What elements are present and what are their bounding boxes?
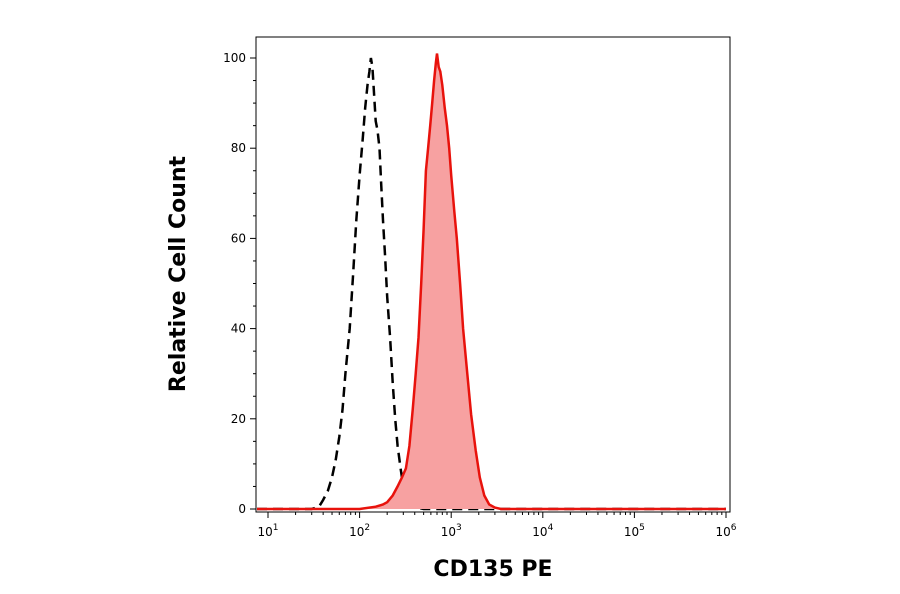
x-tick-label-exponent: 6 <box>731 523 737 533</box>
x-tick-label: 101 <box>257 523 278 539</box>
stained-histogram-fill <box>257 53 726 509</box>
x-tick-label-exponent: 2 <box>364 523 370 533</box>
x-tick-label-exponent: 1 <box>273 523 279 533</box>
x-tick-label-base: 10 <box>349 525 364 539</box>
y-tick-label: 60 <box>231 231 246 245</box>
x-tick-label: 105 <box>624 523 645 539</box>
x-tick-label-exponent: 5 <box>639 523 645 533</box>
y-tick-label: 100 <box>223 51 246 65</box>
x-tick-label-base: 10 <box>715 525 730 539</box>
y-axis-title: Relative Cell Count <box>166 155 191 392</box>
x-tick-label: 103 <box>441 523 462 539</box>
stained-histogram-line <box>257 53 726 511</box>
y-tick-label: 40 <box>231 322 246 336</box>
plot-frame <box>255 36 731 513</box>
x-tick-label: 102 <box>349 523 370 539</box>
y-tick-label: 80 <box>231 141 246 155</box>
x-tick-label-base: 10 <box>532 525 547 539</box>
y-tick-label: 0 <box>238 502 246 516</box>
y-tick-label: 20 <box>231 412 246 426</box>
x-axis-title: CD135 PE <box>433 557 552 582</box>
x-tick-label-base: 10 <box>624 525 639 539</box>
x-tick-label-exponent: 4 <box>548 523 554 533</box>
x-tick-label-base: 10 <box>441 525 456 539</box>
x-tick-label-base: 10 <box>257 525 272 539</box>
x-tick-label: 104 <box>532 523 553 539</box>
control-histogram-dashed-line <box>257 57 726 511</box>
x-tick-label: 106 <box>715 523 736 539</box>
x-tick-label-exponent: 3 <box>456 523 462 533</box>
